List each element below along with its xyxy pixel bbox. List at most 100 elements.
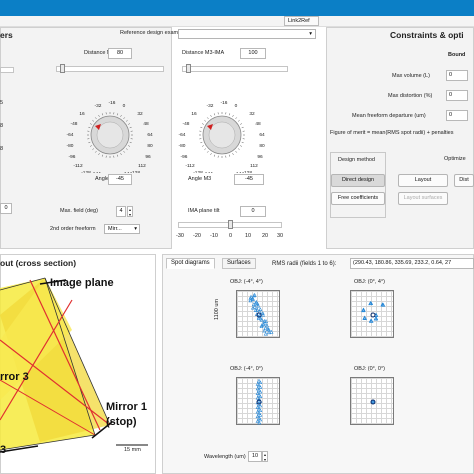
distance-m3-ima-slider[interactable] <box>182 64 288 73</box>
max-field-label: Max. field (deg) <box>60 208 98 214</box>
mirror1-line <box>91 421 113 439</box>
spot-point <box>361 307 366 312</box>
angle-m3-dial[interactable]: -32 -16 0 16 32 -48 48 -64 64 -80 80 -96 96 -112 112 -1… <box>172 95 272 173</box>
ray-line <box>0 277 46 291</box>
wavelength-label: Wavelength (um) <box>204 454 246 460</box>
freeform-dropdown[interactable]: Mirr... ▾ <box>104 224 140 234</box>
image-plane-label: Image plane <box>50 277 114 289</box>
spot-point <box>256 378 262 383</box>
dial-tick <box>95 117 97 120</box>
max-distortion-label: Max distortion (%) <box>388 93 433 99</box>
max-field-stepper[interactable]: ▴ ▾ <box>127 206 133 217</box>
dial-tick <box>241 141 244 144</box>
freeform-value: Mirr... <box>108 226 122 232</box>
y-axis-label: 1100 um <box>214 299 220 320</box>
ray-trace-plot <box>0 277 148 453</box>
dial-tick-label: -128 <box>81 170 91 173</box>
left-stepper-field[interactable]: 0 <box>0 203 12 214</box>
parameters-panel-title: ers <box>0 30 13 40</box>
dial-tick <box>228 154 231 157</box>
freeform-departure-field[interactable]: 0 <box>446 110 468 121</box>
tab-surfaces[interactable]: Surfaces <box>222 258 256 269</box>
dial-tick <box>240 123 243 125</box>
tick-label: 30 <box>277 233 284 239</box>
dial-tick <box>200 141 203 144</box>
spot-point <box>255 381 260 386</box>
spot-point <box>250 296 255 301</box>
chevron-up-icon[interactable]: ▴ <box>263 452 266 457</box>
spot-plot-4 <box>350 377 394 425</box>
dial-tick <box>123 117 125 120</box>
left-slider[interactable] <box>0 67 14 73</box>
spot-panel <box>162 254 474 474</box>
chevron-down-icon[interactable]: ▾ <box>128 212 131 217</box>
link2ref-tab[interactable]: Link2Ref <box>284 16 319 26</box>
max-distortion-field[interactable]: 0 <box>446 90 468 101</box>
centroid-marker <box>256 312 262 318</box>
distance-m3-ima-label: Distance M3-IMA <box>182 50 225 56</box>
slider-thumb[interactable] <box>186 64 191 73</box>
reference-dropdown[interactable]: ▾ <box>178 29 316 39</box>
spot-point <box>373 316 378 321</box>
spot-point <box>257 406 262 411</box>
dial-tick-label: -32 <box>95 103 102 109</box>
wavelength-field[interactable]: 10 <box>248 451 262 462</box>
wavelength-stepper[interactable]: ▴ ▾ <box>262 451 268 462</box>
spot-point <box>368 318 373 323</box>
angle-m2-field[interactable]: -45 <box>108 174 132 185</box>
dist-button[interactable]: Dist <box>454 174 474 187</box>
chevron-up-icon[interactable]: ▴ <box>128 207 131 212</box>
ima-tilt-slider[interactable] <box>178 220 282 229</box>
spot-title-2: OBJ: (0°, 4°) <box>354 279 385 285</box>
dial-tick-label: 48 <box>143 121 149 127</box>
slider-thumb[interactable] <box>228 220 233 229</box>
dial-tick <box>201 123 204 125</box>
spot-point <box>258 394 263 399</box>
spot-point <box>255 395 260 400</box>
tab-spot-diagrams[interactable]: Spot diagrams <box>166 258 215 269</box>
spot-plot-1 <box>236 290 280 338</box>
dial-tick <box>210 114 212 117</box>
dial-tick-label: 16 <box>79 111 85 117</box>
free-coefficients-button[interactable]: Free coefficients <box>331 192 385 205</box>
distance-m2-m3-slider[interactable] <box>56 64 164 73</box>
ray-line <box>44 277 96 436</box>
angle-m2-dial[interactable]: -32 -16 0 16 32 -48 48 -64 64 -80 80 -96 96 -112 112 -1… <box>60 95 160 173</box>
left-value-1: 5 <box>0 100 4 106</box>
layout-button[interactable]: Layout <box>398 174 448 187</box>
distance-m3-ima-field[interactable]: 100 <box>240 48 266 59</box>
slider-thumb[interactable] <box>60 64 65 73</box>
dial-tick <box>129 141 132 144</box>
bound-header: Bound <box>448 52 466 58</box>
tick-label: 20 <box>262 233 269 239</box>
dial-pointer-icon <box>95 124 101 130</box>
ray-bundle-3 <box>0 278 72 400</box>
distance-m2-m3-label: Distance M2-M3 <box>84 50 125 56</box>
dial-tick-label: 96 <box>257 154 263 160</box>
ima-tilt-field[interactable]: 0 <box>240 206 266 217</box>
dial-tick <box>240 145 243 147</box>
rms-values-field: (290.43, 180.86, 335.69, 233.2, 0.64, 27 <box>350 258 474 269</box>
spot-point <box>252 292 257 297</box>
spot-point <box>369 301 374 305</box>
spot-point <box>248 296 253 301</box>
spot-point <box>257 388 262 392</box>
dial-tick <box>116 113 119 116</box>
spot-point <box>253 308 258 312</box>
ray-line <box>0 434 96 451</box>
spot-diagram-2 <box>361 301 386 323</box>
dial-tick <box>228 113 231 116</box>
spot-point <box>257 420 262 425</box>
mirror3-label-b: 3 <box>0 444 7 456</box>
angle-m3-field[interactable]: -45 <box>234 174 264 185</box>
dial-tick <box>201 145 204 147</box>
chevron-down-icon[interactable]: ▾ <box>263 457 266 462</box>
dial-tick <box>235 117 237 120</box>
dial-tick <box>101 154 104 157</box>
direct-design-button[interactable]: Direct design <box>331 174 385 187</box>
max-volume-field[interactable]: 0 <box>446 70 468 81</box>
layout-surfaces-button[interactable]: Layout surfaces <box>398 192 448 205</box>
max-field-field[interactable]: 4 <box>116 206 126 217</box>
distance-m2-m3-field[interactable]: 80 <box>108 48 132 59</box>
tick-label: -30 <box>176 233 184 239</box>
